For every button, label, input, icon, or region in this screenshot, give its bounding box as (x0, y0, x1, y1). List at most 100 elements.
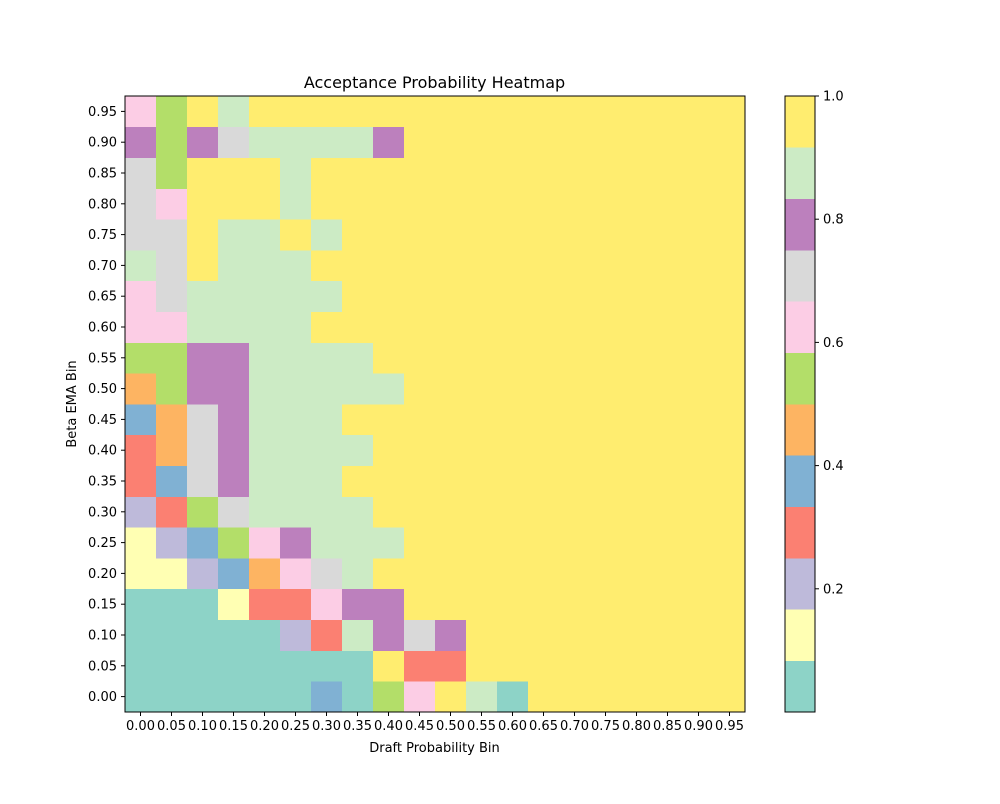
heatmap-cell (590, 311, 622, 343)
heatmap-cell (373, 681, 405, 713)
colorbar-segment (785, 404, 815, 456)
x-tick-label: 0.85 (653, 719, 682, 734)
heatmap-cell (683, 527, 715, 559)
heatmap-cell (683, 465, 715, 497)
heatmap-cell (590, 373, 622, 405)
heatmap-cell (497, 126, 529, 158)
heatmap-cell (125, 527, 157, 559)
heatmap-cell (559, 126, 591, 158)
heatmap-cell (249, 650, 281, 682)
heatmap-cell (466, 434, 498, 466)
heatmap-cell (342, 404, 374, 436)
heatmap-cell (714, 373, 746, 405)
heatmap-cell (714, 650, 746, 682)
heatmap-cell (125, 280, 157, 312)
heatmap-cell (404, 465, 436, 497)
heatmap-cell (156, 311, 188, 343)
heatmap-cell (218, 681, 250, 713)
heatmap-cell (652, 558, 684, 590)
heatmap-cell (528, 126, 560, 158)
heatmap-cell (621, 373, 653, 405)
heatmap-cell (280, 496, 312, 528)
heatmap-cell (590, 96, 622, 128)
heatmap-cell (528, 96, 560, 128)
heatmap-cell (156, 96, 188, 128)
heatmap-cell (156, 342, 188, 374)
heatmap-cell (497, 465, 529, 497)
heatmap-cell (311, 496, 343, 528)
heatmap-cell (652, 250, 684, 282)
heatmap-cell (373, 280, 405, 312)
heatmap-cell (156, 404, 188, 436)
colorbar-tick-label: 1.0 (823, 90, 844, 105)
colorbar-tick-label: 0.2 (823, 582, 844, 597)
heatmap-cell (125, 650, 157, 682)
heatmap-cell (435, 527, 467, 559)
heatmap-cell (683, 342, 715, 374)
x-axis-ticks: 0.00 0.05 0.10 0.15 0.20 0.25 0.30 0.35 0.40 0.45… (126, 712, 744, 734)
heatmap-cell (373, 404, 405, 436)
heatmap-cell (280, 342, 312, 374)
heatmap-cell (528, 250, 560, 282)
heatmap-cell (559, 280, 591, 312)
x-tick-label: 0.05 (157, 719, 186, 734)
heatmap-cell (528, 558, 560, 590)
heatmap-cell (466, 465, 498, 497)
heatmap-cell (435, 588, 467, 620)
heatmap-cell (156, 650, 188, 682)
heatmap-cell (404, 342, 436, 374)
heatmap-cell (187, 188, 219, 220)
heatmap-cell (435, 188, 467, 220)
heatmap-cell (125, 681, 157, 713)
heatmap-cell (187, 219, 219, 251)
heatmap-cell (714, 404, 746, 436)
heatmap-cell (373, 465, 405, 497)
colorbar-frame (784, 95, 816, 713)
heatmap-cell (652, 280, 684, 312)
heatmap-cell (590, 619, 622, 651)
heatmap-cell (714, 558, 746, 590)
y-tick-label: 0.55 (88, 351, 117, 366)
heatmap-cell (683, 373, 715, 405)
x-tick-label: 0.30 (312, 719, 341, 734)
heatmap-cell (342, 496, 374, 528)
heatmap-cell (218, 650, 250, 682)
heatmap-cell (497, 342, 529, 374)
x-tick-label: 0.10 (188, 719, 217, 734)
heatmap-cell (373, 496, 405, 528)
heatmap-cell (156, 250, 188, 282)
heatmap-cell (683, 311, 715, 343)
y-tick-label: 0.85 (88, 167, 117, 182)
heatmap-cell (373, 373, 405, 405)
heatmap-cell (683, 404, 715, 436)
y-tick-label: 0.95 (88, 105, 117, 120)
heatmap-cell (187, 496, 219, 528)
heatmap-cell (435, 126, 467, 158)
y-tick-label: 0.70 (88, 259, 117, 274)
heatmap-cell (249, 373, 281, 405)
heatmap-cell (497, 619, 529, 651)
heatmap-cell (373, 126, 405, 158)
y-axis-label: Beta EMA Bin (65, 360, 80, 447)
heatmap-cell (218, 434, 250, 466)
heatmap-cell (311, 250, 343, 282)
heatmap-cell (404, 527, 436, 559)
heatmap-cell (528, 311, 560, 343)
heatmap-cell (683, 188, 715, 220)
heatmap-cell (652, 219, 684, 251)
heatmap-cell (404, 650, 436, 682)
heatmap-cell (652, 311, 684, 343)
heatmap-cell (280, 219, 312, 251)
heatmap-cell (621, 681, 653, 713)
heatmap-cell (528, 219, 560, 251)
heatmap-cell (497, 404, 529, 436)
heatmap-cell (590, 280, 622, 312)
heatmap-cell (621, 188, 653, 220)
x-tick-label: 0.00 (126, 719, 155, 734)
heatmap-cell (249, 588, 281, 620)
x-tick-label: 0.40 (374, 719, 403, 734)
heatmap-cell (652, 681, 684, 713)
heatmap-cell (435, 434, 467, 466)
heatmap-cell (280, 280, 312, 312)
heatmap-cell (714, 619, 746, 651)
